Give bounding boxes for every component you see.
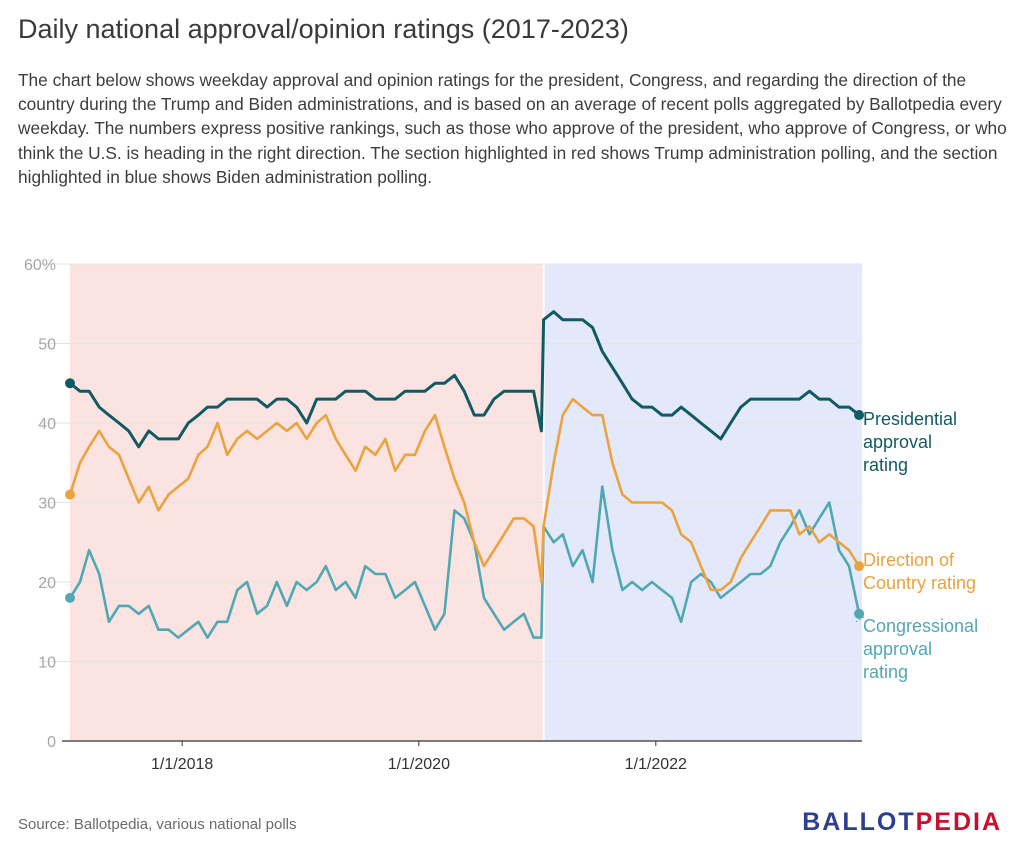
series-label-0-line: rating — [863, 455, 908, 475]
x-tick-label: 1/1/2020 — [388, 756, 450, 773]
series-end-point-0 — [854, 410, 865, 421]
series-label-0-line: approval — [863, 432, 932, 452]
y-tick-label: 50 — [38, 337, 56, 354]
series-start-point-1 — [65, 489, 75, 500]
y-tick-label: 30 — [38, 496, 56, 513]
series-label-2-line: approval — [863, 639, 932, 659]
series-label-2-line: rating — [863, 662, 908, 682]
series-start-point-0 — [65, 378, 75, 389]
y-tick-label: 60% — [24, 257, 56, 274]
series-label-1-line: Country rating — [863, 573, 976, 593]
series-label-leader-2 — [855, 616, 865, 623]
series-label-leader-0 — [855, 411, 865, 416]
series-end-point-1 — [854, 561, 865, 572]
y-tick-label: 10 — [38, 655, 56, 672]
y-tick-label: 20 — [38, 575, 56, 592]
x-tick-label: 1/1/2022 — [625, 756, 687, 773]
series-label-leader-1 — [855, 562, 865, 567]
series-line-1 — [68, 397, 861, 592]
x-tick-label: 1/1/2018 — [151, 756, 213, 773]
series-line-2 — [68, 485, 861, 639]
series-label-0-line: Presidential — [863, 409, 957, 429]
series-line-0 — [69, 310, 861, 449]
logo-part-ballot: BALLOT — [802, 808, 916, 836]
y-tick-label: 40 — [38, 416, 56, 433]
series-start-point-2 — [65, 592, 75, 603]
series-label-1-line: Direction of — [863, 550, 955, 570]
y-tick-label: 0 — [47, 734, 56, 751]
series-label-2-line: Congressional — [863, 616, 978, 636]
source-note: Source: Ballotpedia, various national po… — [18, 816, 297, 833]
ballotpedia-logo: BALLOTPEDIA — [802, 808, 1002, 837]
chart-subtitle: The chart below shows weekday approval a… — [18, 70, 1007, 187]
logo-part-pedia: PEDIA — [915, 808, 1002, 836]
chart-title: Daily national approval/opinion ratings … — [18, 14, 629, 44]
series-end-point-2 — [854, 608, 865, 619]
